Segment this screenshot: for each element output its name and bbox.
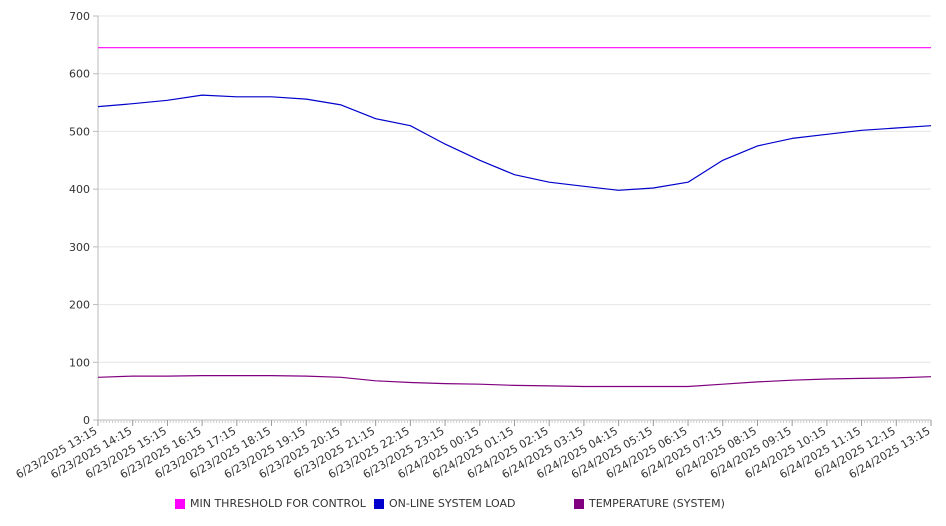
legend-item-temperature[interactable]: TEMPERATURE (SYSTEM) — [574, 497, 725, 510]
legend-label-min-threshold: MIN THRESHOLD FOR CONTROL — [190, 497, 366, 510]
y-tick-label: 0 — [83, 414, 90, 427]
legend-label-temperature: TEMPERATURE (SYSTEM) — [589, 497, 725, 510]
y-tick-label: 700 — [69, 10, 90, 23]
legend-swatch-temperature — [574, 498, 584, 509]
legend: MIN THRESHOLD FOR CONTROL ON-LINE SYSTEM… — [0, 497, 946, 515]
grid-lines — [98, 15, 931, 421]
series-line-2 — [97, 375, 932, 388]
line-chart: 0 100 200 300 400 500 600 700 6/23/2025 13:156/… — [14, 10, 933, 481]
y-tick-label: 500 — [69, 125, 90, 138]
y-axis: 0 100 200 300 400 500 600 700 — [69, 10, 99, 427]
series-lines — [97, 47, 932, 388]
legend-swatch-min-threshold — [175, 498, 185, 509]
legend-item-system-load[interactable]: ON-LINE SYSTEM LOAD — [374, 497, 515, 510]
y-tick-label: 100 — [69, 356, 90, 369]
legend-label-system-load: ON-LINE SYSTEM LOAD — [389, 497, 516, 510]
legend-swatch-system-load — [374, 498, 384, 509]
y-tick-label: 400 — [69, 183, 90, 196]
y-tick-label: 600 — [69, 68, 90, 81]
legend-item-min-threshold[interactable]: MIN THRESHOLD FOR CONTROL — [175, 497, 366, 510]
x-axis: 6/23/2025 13:156/23/2025 14:156/23/2025 … — [14, 419, 933, 481]
y-tick-label: 200 — [69, 299, 90, 312]
series-line-1 — [97, 94, 932, 191]
y-tick-label: 300 — [69, 241, 90, 254]
